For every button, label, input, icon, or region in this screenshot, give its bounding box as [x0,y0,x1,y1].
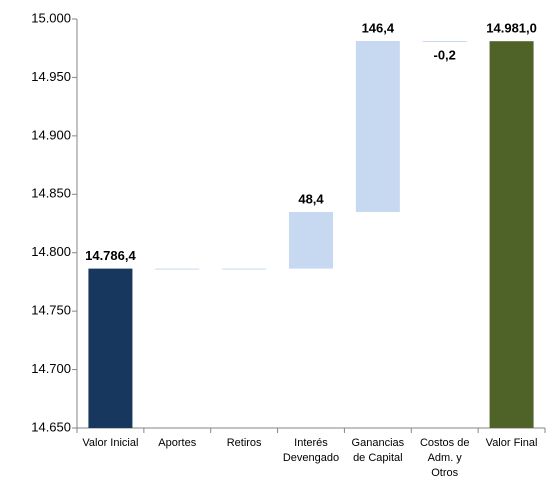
bar [422,40,467,42]
y-tick-label: 14.850 [31,186,71,201]
value-label: 48,4 [298,191,324,206]
bar [489,41,534,429]
y-tick-label: 14.800 [31,244,71,259]
y-tick-label: 15.000 [31,10,71,25]
x-tick-label: Aportes [158,437,197,449]
x-tick-label-box: Ganancias de Capital [351,437,405,464]
x-tick-label: Interés Devengado [282,437,340,464]
bar [289,212,333,269]
x-tick-label-box: Retiros [226,437,262,449]
bar [88,268,133,428]
bar [355,40,400,213]
y-tick-label: 14.950 [31,69,71,84]
x-tick-label-box: Costos de Adm. y Otros [419,437,470,479]
value-label: 14.981,0 [486,21,537,36]
y-tick-label: 14.900 [31,127,71,142]
x-tick-label-box: Aportes [158,437,197,449]
bar [155,268,200,270]
y-tick-label: 14.650 [31,419,71,434]
x-tick-label: Costos de Adm. y Otros [419,437,470,479]
x-tick-label: Valor Inicial [82,437,139,449]
value-label: 146,4 [362,20,395,35]
y-tick-label: 14.750 [31,303,71,318]
x-tick-label-box: Interés Devengado [282,437,340,464]
x-tick-label-box: Valor Final [485,437,538,449]
bar [222,268,267,270]
y-tick-label: 14.700 [31,361,71,376]
value-label: -0,2 [434,47,456,62]
x-tick-label: Valor Final [485,437,538,449]
x-tick-label: Retiros [226,437,262,449]
x-tick-label-box: Valor Inicial [82,437,139,449]
x-tick-label: Ganancias de Capital [351,437,405,464]
value-label: 14.786,4 [85,248,136,263]
